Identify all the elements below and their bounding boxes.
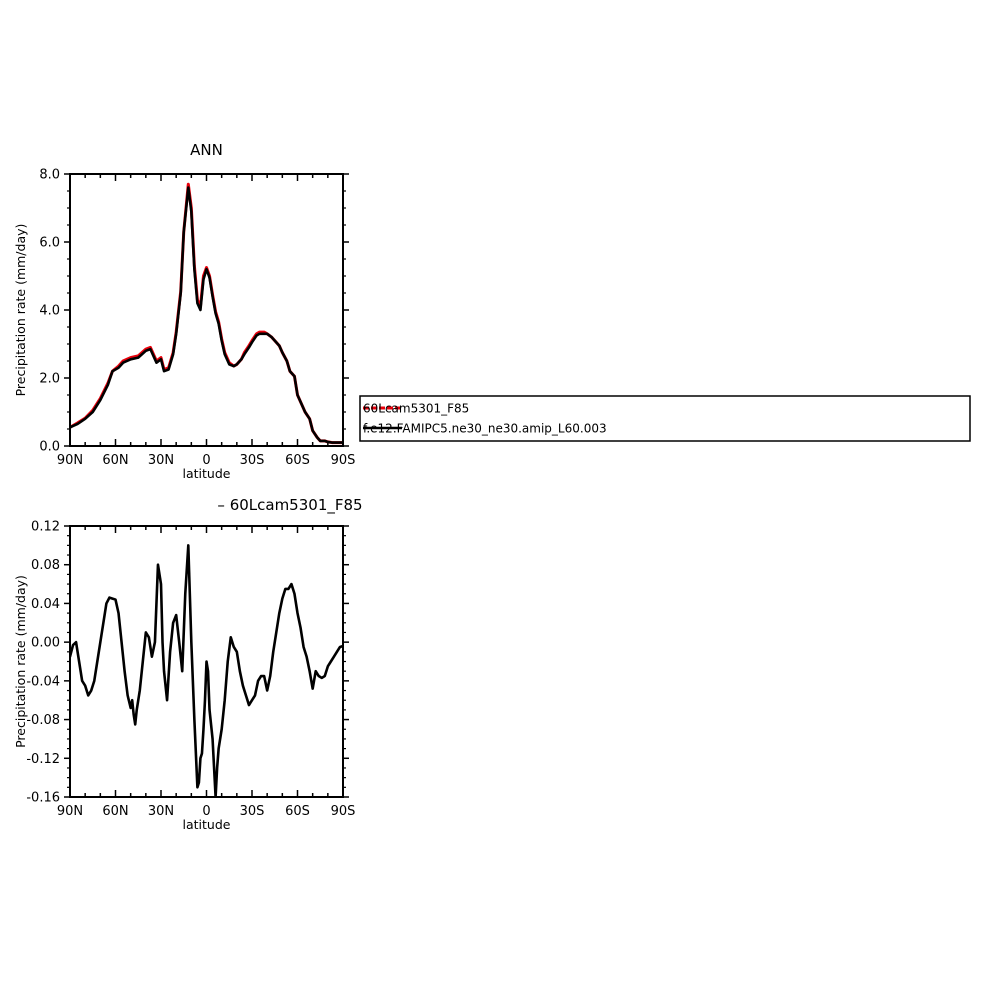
x-tick-label: 90S bbox=[331, 804, 356, 819]
x-tick-label: 30N bbox=[148, 453, 174, 468]
y-tick-label: 0.00 bbox=[31, 636, 60, 651]
x-tick-label: 30N bbox=[148, 804, 174, 819]
x-tick-label: 60S bbox=[285, 453, 310, 468]
y-tick-label: -0.16 bbox=[26, 791, 60, 806]
y-tick-label: 4.0 bbox=[39, 304, 60, 319]
y-tick-label: -0.04 bbox=[26, 674, 60, 689]
series-line-difference bbox=[70, 544, 343, 797]
x-axis-label: latitude bbox=[183, 466, 231, 481]
chart-2: 90N 60N 30N 0 30S 60S 90S -0.16 -0.12 -0.08 -0.04 0… bbox=[13, 496, 363, 832]
y-tick-label: 0.12 bbox=[31, 520, 60, 535]
y-axis-label: Precipitation rate (mm/day) bbox=[13, 575, 28, 748]
y-tick-label: 0.08 bbox=[31, 558, 60, 573]
x-tick-label: 0 bbox=[202, 453, 210, 468]
series-line-f-e12-famipc5-ne30-ne30-amip-l60-003 bbox=[70, 186, 343, 444]
y-tick-label: -0.12 bbox=[26, 752, 60, 767]
legend-entry: 60Lcam5301_F85 bbox=[363, 402, 469, 416]
x-tick-label: 30S bbox=[240, 453, 265, 468]
chart-1: 90N 60N 30N 0 30S 60S 90S 0.0 2.0 4.0 6.0 8.0 ANN lat… bbox=[13, 141, 971, 481]
x-tick-label: 60N bbox=[102, 804, 128, 819]
x-tick-label: 90N bbox=[57, 453, 83, 468]
y-axis-label: Precipitation rate (mm/day) bbox=[13, 224, 28, 397]
y-tick-label: 2.0 bbox=[39, 372, 60, 387]
x-tick-label: 30S bbox=[240, 804, 265, 819]
y-tick-label: -0.08 bbox=[26, 713, 60, 728]
y-tick-label: 6.0 bbox=[39, 236, 60, 251]
x-tick-label: 90N bbox=[57, 804, 83, 819]
y-tick-label: 0.0 bbox=[39, 440, 60, 455]
chart-title: ANN bbox=[190, 141, 223, 159]
y-tick-label: 8.0 bbox=[39, 168, 60, 183]
chart-title: – 60Lcam5301_F85 bbox=[217, 496, 362, 515]
y-tick-label: 0.04 bbox=[31, 597, 60, 612]
legend: 60Lcam5301_F85 f.e12.FAMIPC5.ne30_ne30.am… bbox=[359, 395, 971, 442]
legend-box bbox=[359, 395, 971, 442]
x-tick-label: 60S bbox=[285, 804, 310, 819]
x-axis-label: latitude bbox=[183, 817, 231, 832]
x-tick-label: 0 bbox=[202, 804, 210, 819]
x-tick-label: 60N bbox=[102, 453, 128, 468]
legend-entry: f.e12.FAMIPC5.ne30_ne30.amip_L60.003 bbox=[363, 422, 607, 436]
x-tick-label: 90S bbox=[331, 453, 356, 468]
